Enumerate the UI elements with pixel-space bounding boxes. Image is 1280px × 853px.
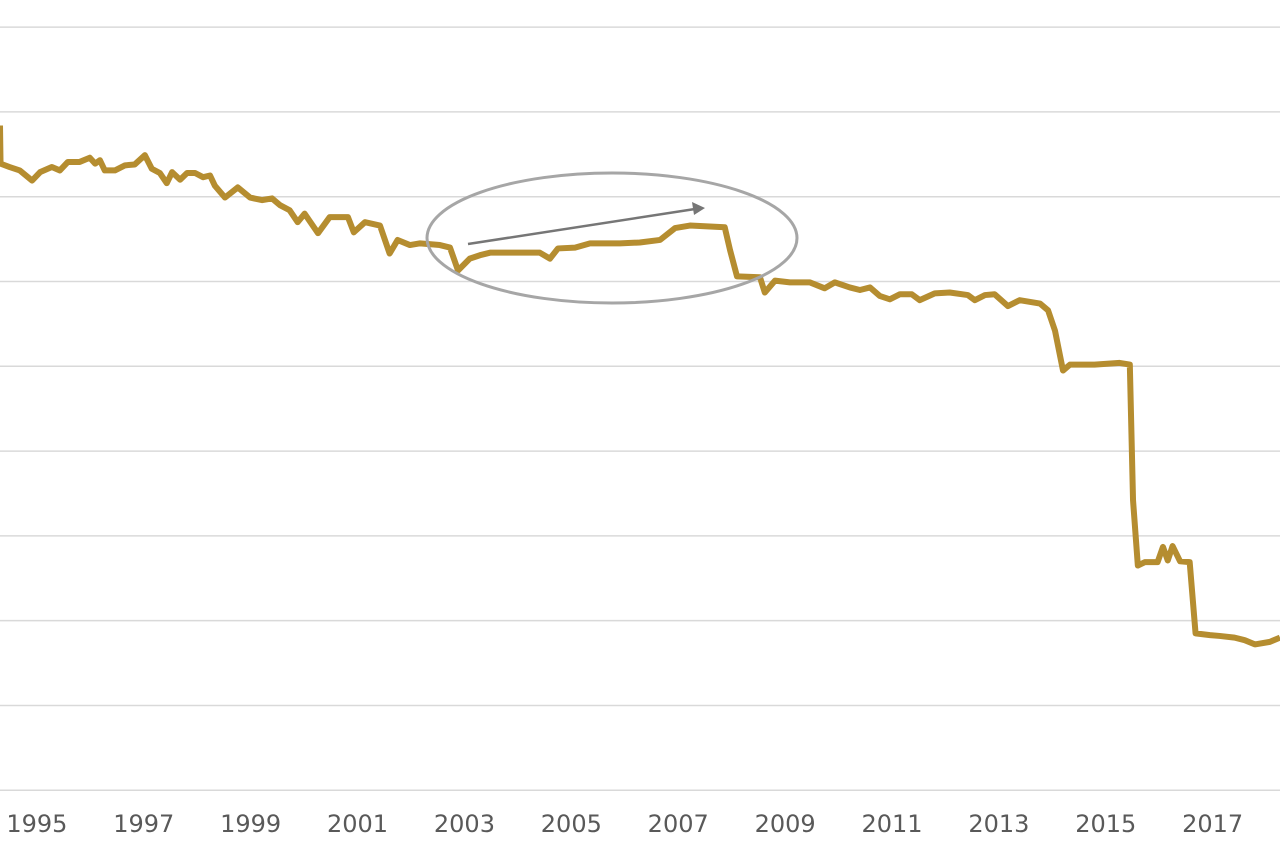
x-tick-label: 2009 <box>755 810 816 838</box>
x-tick-label: 2017 <box>1182 810 1243 838</box>
plot <box>0 125 1280 648</box>
grid <box>0 26 1280 792</box>
x-tick-label: 2015 <box>1075 810 1136 838</box>
x-tick-label: 2007 <box>648 810 709 838</box>
x-axis: 1995 1997 1999 2001 2003 2005 2007 2009 2011 2013… <box>6 810 1243 838</box>
arrow-head <box>692 202 705 215</box>
x-tick-label: 1999 <box>220 810 281 838</box>
x-tick-label: 1995 <box>6 810 67 838</box>
x-tick-label: 2013 <box>968 810 1029 838</box>
x-tick-label: 2005 <box>541 810 602 838</box>
x-tick-label: 2001 <box>327 810 388 838</box>
data-line <box>0 125 1280 648</box>
x-tick-label: 2011 <box>861 810 922 838</box>
x-tick-label: 2003 <box>434 810 495 838</box>
x-tick-label: 1997 <box>113 810 174 838</box>
trend-arrow <box>467 207 696 246</box>
highlight-ellipse <box>425 171 799 305</box>
